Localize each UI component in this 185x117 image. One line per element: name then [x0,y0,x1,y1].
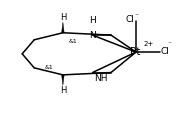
Polygon shape [62,75,64,85]
Text: Cl: Cl [125,15,134,24]
Text: &1: &1 [68,39,77,44]
Text: &1: &1 [44,65,53,70]
Text: H: H [89,16,96,25]
Text: H: H [60,86,66,95]
Text: 2+: 2+ [144,41,154,47]
Text: Cl: Cl [161,47,170,56]
Text: H: H [60,13,66,22]
Text: ⁻: ⁻ [168,39,172,48]
Text: ⁻: ⁻ [134,12,139,21]
Polygon shape [62,22,64,33]
Text: NH: NH [94,74,108,83]
Text: Pt: Pt [130,47,140,57]
Text: N: N [89,31,96,40]
